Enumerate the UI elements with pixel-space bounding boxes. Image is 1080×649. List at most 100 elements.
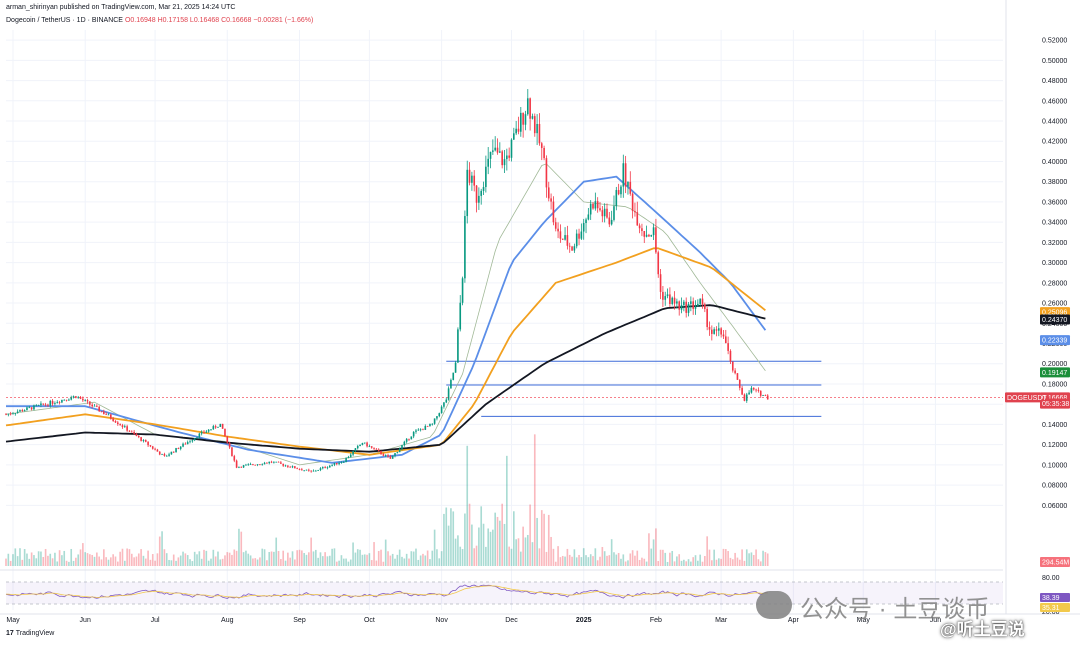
candle-body	[312, 470, 315, 472]
candle-body	[224, 428, 226, 437]
candle-body	[438, 413, 441, 417]
volume-bar	[433, 529, 436, 566]
volume-bar	[107, 559, 110, 566]
volume-bar	[182, 551, 184, 566]
candle-body	[105, 413, 107, 415]
candle-body	[226, 436, 229, 443]
volume-bar	[559, 557, 562, 566]
volume-bar	[321, 556, 324, 566]
candle-body	[627, 181, 629, 187]
candle-body	[526, 98, 529, 115]
volume-bar	[506, 455, 508, 566]
candle-body	[26, 407, 28, 411]
volume-bar	[403, 558, 406, 566]
volume-bar	[764, 552, 767, 566]
candle-body	[680, 305, 683, 310]
candle-body	[687, 303, 690, 313]
candle-body	[499, 151, 501, 153]
ohlc-values: O0.16948 H0.17158 L0.16468 C0.16668 −0.0…	[124, 17, 314, 24]
candle-body	[566, 235, 569, 246]
volume-bar	[573, 549, 576, 566]
volume-bar	[100, 559, 103, 566]
candle-body	[589, 203, 592, 215]
price-label-text: 0.25096	[1042, 310, 1067, 317]
candle-body	[424, 426, 427, 430]
candle-body	[601, 210, 604, 217]
price-label-text: 0.19147	[1042, 370, 1067, 377]
tradingview-logo[interactable]: 17 TradingView	[6, 630, 55, 637]
candle-body	[140, 437, 142, 441]
price-tick-label: 0.12000	[1042, 442, 1067, 449]
candle-body	[321, 467, 324, 469]
price-tick-label: 0.32000	[1042, 240, 1067, 247]
volume-bar	[219, 559, 222, 566]
volume-bar	[603, 551, 606, 566]
candle-body	[294, 466, 296, 469]
volume-bar	[105, 557, 107, 566]
price-tick-label: 0.36000	[1042, 199, 1067, 206]
volume-bar	[636, 550, 639, 566]
candle-body	[690, 301, 692, 304]
volume-bar	[720, 558, 722, 566]
candle-body	[37, 405, 40, 406]
candle-body	[179, 446, 182, 449]
volume-bar	[377, 550, 380, 566]
candle-body	[235, 460, 238, 468]
candle-body	[608, 217, 611, 225]
volume-bar	[126, 548, 128, 566]
volume-bar	[21, 559, 24, 566]
volume-bar	[743, 560, 746, 566]
time-tick-label: Mar	[715, 617, 728, 624]
volume-bar	[538, 548, 541, 566]
price-tick-label: 0.52000	[1042, 38, 1067, 45]
candle-body	[720, 328, 722, 335]
candle-body	[724, 336, 727, 344]
volume-bar	[189, 559, 191, 566]
volume-bar	[96, 552, 98, 566]
price-tick-label: 0.34000	[1042, 220, 1067, 227]
candle-body	[650, 235, 653, 237]
volume-bar	[137, 553, 140, 566]
volume-bar	[575, 557, 578, 566]
volume-bar	[671, 550, 674, 566]
candle-body	[557, 228, 559, 232]
volume-bar	[42, 556, 45, 566]
candle-body	[5, 414, 7, 416]
volume-bar	[410, 551, 413, 566]
candle-body	[515, 128, 517, 134]
volume-bar	[676, 556, 678, 566]
candle-body	[531, 116, 534, 119]
volume-bar	[63, 550, 66, 566]
volume-bar	[417, 559, 420, 566]
volume-bar	[326, 556, 329, 566]
volume-bar	[72, 560, 75, 566]
volume-bar	[475, 545, 478, 566]
volume-bar	[669, 552, 671, 566]
candle-body	[86, 400, 89, 402]
volume-bar	[601, 546, 604, 566]
candle-body	[126, 426, 128, 431]
volume-bar	[389, 555, 392, 566]
candle-body	[634, 211, 636, 213]
candle-body	[114, 420, 117, 423]
volume-bar	[324, 552, 326, 566]
candle-body	[738, 379, 741, 388]
candle-body	[240, 466, 243, 468]
candle-body	[717, 328, 720, 331]
volume-bar	[33, 555, 35, 566]
candle-body	[559, 231, 562, 239]
volume-bar	[226, 552, 229, 566]
rsi-value-badge	[1040, 593, 1070, 602]
volume-bar	[496, 516, 499, 566]
volume-bar	[342, 558, 345, 566]
volume-bar	[766, 553, 769, 566]
volume-bar	[724, 549, 727, 566]
candle-body	[501, 151, 503, 166]
candle-body	[697, 303, 699, 307]
candle-body	[594, 201, 597, 209]
candle-body	[156, 449, 159, 452]
candle-body	[468, 169, 471, 183]
watermark-line1: 公众号 · 土豆谈币	[800, 596, 990, 623]
